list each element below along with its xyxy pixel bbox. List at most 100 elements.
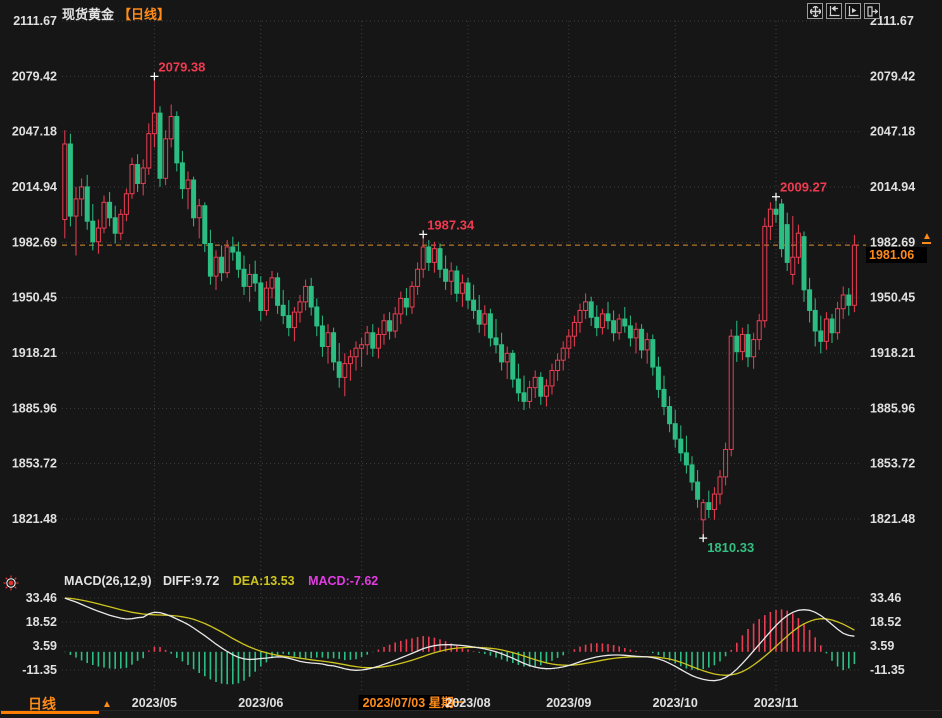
price-axis-label-left[interactable]: 1950.45: [12, 291, 57, 305]
candle-body-up: [448, 270, 454, 282]
scale-left-icon[interactable]: [826, 3, 842, 19]
candle-body-down: [403, 297, 409, 308]
price-axis-label-left[interactable]: 1885.96: [12, 401, 57, 415]
period-tab-daily[interactable]: 日线 ▲: [28, 694, 112, 714]
macd-macd-value: MACD:-7.62: [308, 574, 379, 588]
scale-right-icon[interactable]: [845, 3, 861, 19]
candle-body-down: [678, 438, 684, 454]
candle-body-down: [476, 309, 482, 325]
price-axis-label-right[interactable]: 1982.69: [870, 235, 915, 249]
candle-body-up: [560, 347, 566, 361]
price-axis-label-left[interactable]: 1982.69: [12, 235, 57, 249]
price-axis-label-left[interactable]: 2047.18: [12, 125, 57, 139]
candle-body-up: [118, 213, 124, 234]
price-axis-label-left[interactable]: 1821.48: [12, 512, 57, 526]
candle-body-up: [325, 332, 331, 347]
candle-body-up: [700, 502, 706, 521]
price-axis-label-left[interactable]: 1853.72: [12, 457, 57, 471]
candle-body-down: [84, 186, 90, 222]
candle-body-up: [527, 387, 533, 402]
macd-axis-label-right: -11.35: [870, 663, 905, 677]
go-to-latest-icon[interactable]: [864, 3, 880, 19]
candle-body-down: [667, 406, 673, 425]
candle-body-down: [818, 330, 824, 342]
date-label: 2023/10: [653, 696, 698, 710]
price-axis-label-right[interactable]: 1853.72: [870, 457, 915, 471]
candle-body-up: [851, 244, 857, 306]
candle-body-up: [185, 179, 191, 190]
candle-body-up: [616, 318, 622, 334]
bottom-tab-bar: [0, 710, 942, 718]
price-axis-label-right[interactable]: 2047.18: [870, 125, 915, 139]
chevron-up-icon: ▲: [102, 698, 112, 710]
price-axis-label-right[interactable]: 1885.96: [870, 401, 915, 415]
candle-body-down: [521, 392, 527, 402]
price-axis-label-left[interactable]: 2111.67: [13, 14, 57, 28]
candle-body-down: [387, 320, 393, 332]
candle-body-up: [723, 448, 729, 478]
candle-body-down: [471, 299, 477, 311]
candle-body-down: [336, 361, 342, 378]
candle-body-up: [762, 225, 768, 322]
price-axis-label-right[interactable]: 2079.42: [870, 69, 915, 83]
price-up-arrow-icon: ▲: [922, 231, 932, 244]
candle-body-up: [790, 256, 796, 275]
macd-axis-label-left: -11.35: [22, 663, 57, 677]
candle-body-down: [90, 220, 96, 243]
candle-body-down: [734, 335, 740, 353]
candle-body-up: [79, 186, 85, 200]
candle-body-up: [140, 167, 146, 184]
candle-body-up: [543, 385, 549, 397]
macd-diff-value: DIFF:9.72: [163, 574, 220, 588]
candle-body-up: [532, 376, 538, 389]
candle-body-down: [135, 164, 141, 184]
candle-body-up: [840, 294, 846, 310]
candle-body-up: [129, 164, 135, 195]
candle-body-up: [123, 193, 129, 215]
macd-axis-label-left: 33.46: [26, 591, 57, 605]
candle-body-up: [599, 313, 605, 329]
date-label: 2023/08: [445, 696, 490, 710]
candle-body-down: [499, 344, 505, 363]
candle-body-up: [392, 313, 398, 332]
candle-body-down: [846, 294, 852, 306]
candle-body-down: [426, 246, 432, 263]
candle-body-up: [431, 248, 437, 263]
price-axis-label-right[interactable]: 1918.21: [870, 346, 915, 360]
candle-body-down: [314, 306, 320, 327]
indicator-alert-icon[interactable]: [3, 575, 19, 596]
dea-line: [64, 597, 855, 676]
candle-body-down: [179, 162, 185, 190]
price-axis-label-left[interactable]: 1918.21: [12, 346, 57, 360]
price-axis-label-left[interactable]: 2014.94: [12, 180, 57, 194]
price-axis-label-left[interactable]: 2079.42: [12, 69, 57, 83]
annotation-low: 1810.33: [707, 540, 754, 555]
candle-body-up: [163, 138, 169, 179]
price-axis-label-right[interactable]: 1950.45: [870, 291, 915, 305]
diff-line: [64, 597, 855, 682]
extreme-marker-cross: [419, 230, 428, 239]
candle-body-up: [459, 282, 465, 294]
candle-body-down: [655, 366, 661, 390]
candle-body-up: [375, 333, 381, 349]
candle-body-down: [611, 320, 617, 334]
candle-body-up: [739, 333, 745, 353]
candle-body-up: [95, 227, 101, 243]
candle-body-up: [571, 321, 577, 337]
annotation-high: 2079.38: [158, 59, 205, 74]
candle-body-up: [751, 339, 757, 358]
price-axis-label-right[interactable]: 1821.48: [870, 512, 915, 526]
candle-body-up: [269, 277, 275, 289]
candle-body-down: [695, 481, 701, 500]
pan-crosshair-icon[interactable]: [807, 3, 823, 19]
price-axis-label-right[interactable]: 2014.94: [870, 180, 915, 194]
candle-body-down: [538, 376, 544, 397]
candle-body-down: [443, 268, 449, 282]
date-label: 2023/09: [546, 696, 591, 710]
price-axis-label-right[interactable]: 2111.67: [870, 14, 914, 28]
candle-body-up: [359, 344, 365, 349]
candle-body-down: [639, 328, 645, 351]
candle-body-down: [191, 179, 197, 219]
